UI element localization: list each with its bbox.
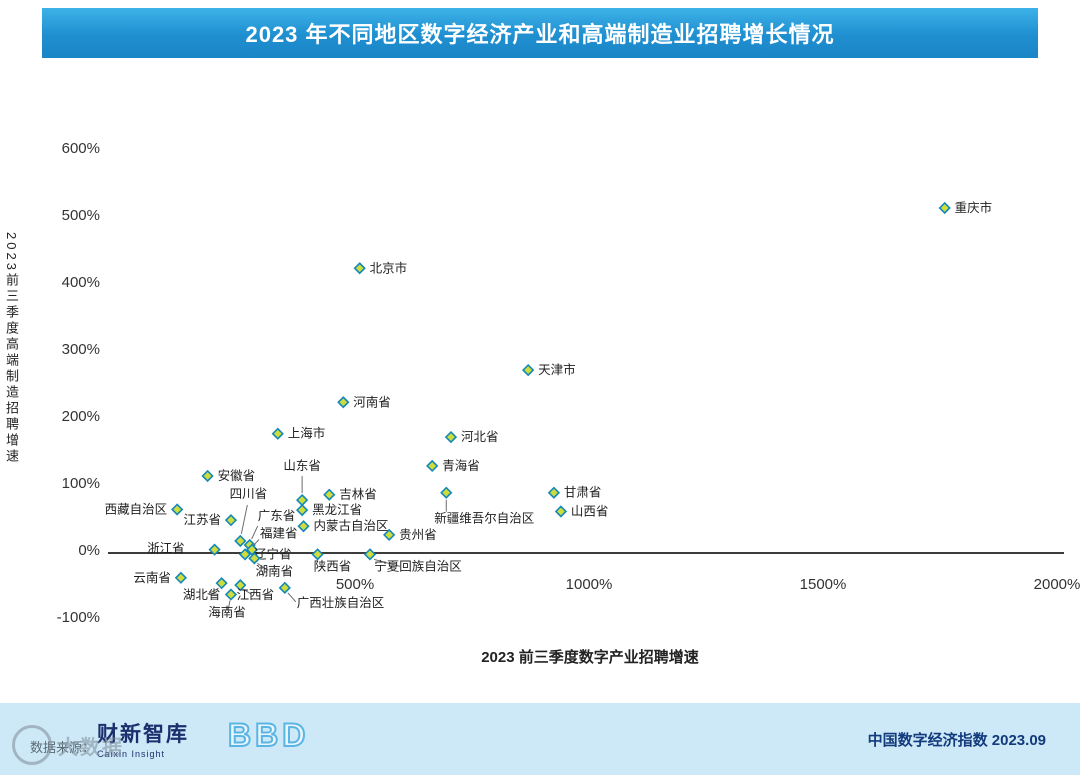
scatter-point-marker: [323, 488, 336, 501]
scatter-point-marker: [522, 363, 535, 377]
scatter-point-label: 四川省: [230, 487, 268, 501]
scatter-point-marker: [363, 548, 377, 561]
label-leader-line: [373, 558, 401, 567]
scatter-point-label: 安徽省: [218, 468, 256, 483]
scatter-point-label: 山东省: [283, 459, 321, 473]
scatter-point-label: 甘肃省: [564, 486, 602, 500]
scatter-point-label: 青海省: [442, 458, 480, 473]
scatter-point-marker: [238, 548, 252, 561]
scatter-point-marker: [547, 486, 561, 499]
x-axis-line: [108, 552, 1064, 554]
scatter-point-marker: [337, 396, 350, 409]
scatter-point-marker: [271, 427, 284, 440]
scatter-point-label: 云南省: [133, 570, 171, 585]
label-leader-line: [240, 504, 248, 535]
scatter-point-label: 陕西省: [314, 558, 352, 573]
x-axis-tick-label: 2000%: [1033, 576, 1080, 593]
scatter-point-label: 内蒙古自治区: [314, 518, 389, 533]
scatter-point-label: 江西省: [237, 588, 275, 602]
scatter-point-marker: [311, 548, 324, 561]
y-axis-tick-label: 100%: [61, 475, 100, 492]
label-leader-line: [243, 588, 252, 595]
y-axis-tick-label: -100%: [56, 609, 100, 626]
caixin-insight-logo: 财新智库 Caixin Insight: [97, 718, 189, 759]
x-axis-tick-label: 1000%: [565, 576, 613, 593]
scatter-point-marker: [383, 528, 396, 542]
chart-header: 2023 年不同地区数字经济产业和高端制造业招聘增长情况: [42, 8, 1038, 58]
scatter-point-label: 福建省: [260, 526, 298, 541]
scatter-point-marker: [295, 493, 309, 507]
scatter-point-label: 河南省: [353, 394, 391, 409]
scatter-point-label: 天津市: [538, 362, 576, 377]
scatter-point-marker: [440, 486, 453, 499]
y-axis-tick-label: 400%: [61, 274, 100, 291]
scatter-point-marker: [215, 577, 228, 590]
label-leader-line: [251, 525, 259, 540]
scatter-point-label: 海南省: [208, 605, 246, 620]
x-axis-tick-label: 500%: [335, 576, 375, 593]
scatter-point-marker: [278, 581, 291, 594]
scatter-point-marker: [224, 588, 238, 601]
scatter-point-label: 吉林省: [339, 488, 377, 502]
scatter-point-label: 广西壮族自治区: [297, 596, 385, 610]
index-caption: 中国数字经济指数 2023.09: [867, 732, 1046, 749]
scatter-point-label: 山西省: [571, 504, 609, 518]
data-source-label: 数据来源：: [30, 740, 96, 755]
caixin-logo-subtext: Caixin Insight: [97, 749, 166, 759]
scatter-point-marker: [248, 552, 261, 565]
y-axis-tick-label: 600%: [61, 140, 100, 157]
chart-title: 2023 年不同地区数字经济产业和高端制造业招聘增长情况: [245, 22, 835, 47]
scatter-point-marker: [297, 520, 310, 533]
scatter-point-label: 湖北省: [183, 587, 221, 602]
scatter-point-label: 广东省: [258, 509, 296, 523]
scatter-point-label: 贵州省: [399, 528, 437, 542]
scatter-point-label: 上海市: [288, 426, 326, 441]
scatter-point-label: 河北省: [461, 430, 499, 444]
x-axis-title: 2023 前三季度数字产业招聘增速: [481, 649, 699, 666]
label-leader-line: [227, 600, 231, 611]
x-axis-tick-label: 1500%: [799, 576, 847, 593]
scatter-point-marker: [234, 534, 247, 548]
y-axis-title: 2023前三季度高端制造招聘增速: [4, 232, 19, 465]
scatter-point-marker: [353, 262, 366, 275]
scatter-point-label: 黑龙江省: [312, 503, 362, 517]
footer-bar: 数据来源： 财新智库 Caixin Insight BBD 中国数字经济指数 2…: [0, 703, 1080, 775]
label-leader-line: [253, 539, 260, 546]
scatter-point-marker: [554, 505, 568, 518]
scatter-point-marker: [295, 503, 309, 517]
scatter-point-label: 西藏自治区: [105, 502, 168, 516]
scatter-point-label: 浙江省: [147, 541, 185, 556]
scatter-point-marker: [938, 201, 951, 215]
scatter-point-label: 江苏省: [183, 512, 221, 527]
scatter-point-label: 新疆维吾尔自治区: [434, 511, 534, 526]
bbd-logo: BBD: [227, 716, 310, 754]
scatter-point-marker: [208, 543, 221, 556]
y-axis-tick-label: 500%: [61, 207, 100, 224]
scatter-point-label: 湖南省: [256, 563, 294, 578]
scatter-point-marker: [174, 571, 188, 584]
scatter-point-label: 北京市: [370, 260, 408, 275]
label-leader-line: [257, 562, 269, 571]
label-leader-line: [287, 592, 297, 603]
y-axis-tick-label: 200%: [61, 408, 100, 425]
scatter-point-label: 宁夏回族自治区: [374, 558, 462, 573]
y-axis-tick-label: 0%: [78, 542, 100, 559]
scatter-point-marker: [234, 579, 247, 592]
caixin-logo-text: 财新智库: [97, 723, 189, 746]
scatter-point-label: 辽宁省: [254, 546, 292, 561]
label-leader-line: [207, 587, 219, 595]
scatter-point-marker: [426, 459, 439, 473]
scatter-point-marker: [224, 514, 238, 527]
y-axis-tick-label: 300%: [61, 341, 100, 358]
scatter-point-marker: [171, 503, 184, 516]
scatter-point-marker: [201, 469, 214, 483]
scatter-point-label: 重庆市: [955, 200, 993, 215]
scatter-point-marker: [444, 430, 458, 444]
